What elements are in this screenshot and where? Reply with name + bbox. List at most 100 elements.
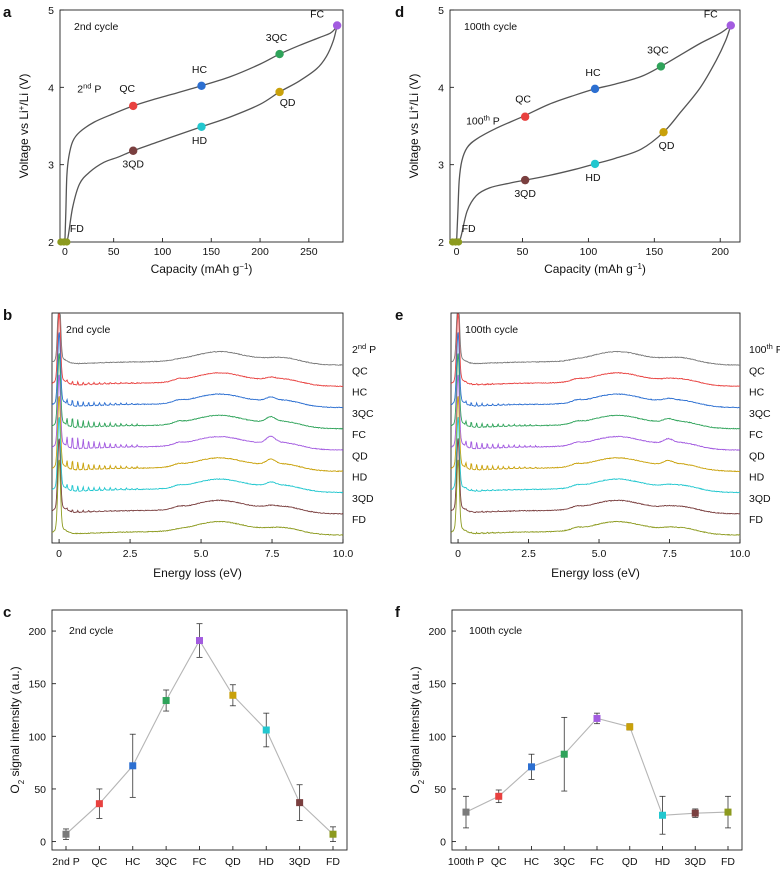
x-tick-label: FD xyxy=(326,856,340,868)
series-label-rest: P xyxy=(773,344,780,356)
series-label: 3QC xyxy=(749,408,771,420)
spectrum-100th-p xyxy=(450,313,740,366)
point-3qc xyxy=(275,49,284,59)
panel-letter-a: a xyxy=(3,4,12,21)
point-hd xyxy=(590,159,600,169)
series-label: FD xyxy=(352,514,366,526)
y-tick-label: 50 xyxy=(434,784,446,796)
y-tick-label: 0 xyxy=(440,837,446,849)
point-label: FC xyxy=(704,8,718,20)
y-tick-label: 2 xyxy=(48,237,54,249)
x-tick-label: FC xyxy=(590,856,604,868)
x-tick-label: 2.5 xyxy=(123,548,138,560)
series-label: 2nd P xyxy=(352,342,376,357)
series-label-main: 2 xyxy=(352,344,358,356)
y-axis-label-sup: + xyxy=(17,105,26,110)
y-tick-label: 3 xyxy=(48,160,54,172)
panel-letter-b: b xyxy=(3,307,12,324)
x-tick-label: 100th P xyxy=(448,856,484,868)
series-label-main: QC xyxy=(749,365,765,377)
x-tick-label: QD xyxy=(225,856,241,868)
x-tick-label: HD xyxy=(655,856,671,868)
y-axis-label-main: O xyxy=(8,784,22,793)
data-point xyxy=(495,792,503,800)
chart-title: 2nd cycle xyxy=(69,625,114,637)
series-line xyxy=(465,717,729,816)
y-tick-label: 100 xyxy=(428,731,446,743)
y-tick-label: 4 xyxy=(438,82,444,94)
data-point xyxy=(626,723,634,731)
panel-letter-f: f xyxy=(395,604,401,621)
panel-letter-c: c xyxy=(3,604,11,621)
x-tick-label: 50 xyxy=(517,246,529,258)
series-label: HD xyxy=(352,472,368,484)
series-label-main: FC xyxy=(749,429,763,441)
y-axis-label-end: signal intensity (a.u.) xyxy=(8,666,22,779)
y-axis-label-main: Voltage vs Li xyxy=(17,110,31,178)
pristine-label-rest: P xyxy=(490,115,500,127)
x-axis-label: Energy loss (eV) xyxy=(153,566,242,580)
x-tick-label: 3QD xyxy=(684,856,706,868)
chart-title: 100th cycle xyxy=(464,21,517,33)
data-point xyxy=(528,763,535,771)
data-point xyxy=(95,800,103,808)
data-point xyxy=(62,830,70,838)
data-point xyxy=(691,809,699,817)
series-label: QD xyxy=(352,450,368,462)
x-axis-label: Capacity (mAh g−1) xyxy=(151,262,253,277)
point-label: 3QD xyxy=(122,159,144,171)
y-axis-label: Voltage vs Li+/Li (V) xyxy=(407,74,422,179)
series-label: 3QD xyxy=(749,493,771,505)
data-point xyxy=(229,691,237,699)
series-label-main: QD xyxy=(749,450,765,462)
voltage-chart-100th-cycle: 0 50 100 150 200 2 3 4 5 Capacity (mAh g−1) Voltag… xyxy=(407,5,741,276)
x-tick-label: QC xyxy=(491,856,507,868)
series-label-main: FD xyxy=(749,514,763,526)
y-axis-label-main: O xyxy=(408,784,422,793)
y-axis-label-end: /Li (V) xyxy=(17,74,31,106)
plot-frame xyxy=(51,312,344,544)
point-label: HC xyxy=(192,64,208,76)
x-tick-label: 200 xyxy=(251,246,269,258)
o2-intensity-chart-100th-cycle: 0 50 100 150 200 100th P QC HC 3QC FC QD HD 3QD FD O2 … xyxy=(408,609,743,868)
y-tick-label: 100 xyxy=(28,731,46,743)
x-tick-label: 0 xyxy=(454,246,460,258)
x-tick-label: 100 xyxy=(154,246,172,258)
y-tick-label: 0 xyxy=(40,837,46,849)
spectrum-3qd xyxy=(450,438,741,515)
y-axis-label-sub: 2 xyxy=(417,779,426,784)
series-label-main: 3QD xyxy=(749,493,771,505)
x-tick-label: FD xyxy=(721,856,735,868)
panel-letter-e: e xyxy=(395,307,403,324)
pristine-label-sup: th xyxy=(484,113,490,122)
y-axis-label-sub: 2 xyxy=(17,779,26,784)
x-axis-label: Energy loss (eV) xyxy=(551,566,640,580)
discharge-curve xyxy=(64,25,338,243)
series-label-main: HC xyxy=(352,387,368,399)
point-label: HC xyxy=(585,67,601,79)
data-point xyxy=(329,830,337,838)
series-label: HC xyxy=(352,387,368,399)
panel-letter-d: d xyxy=(395,4,404,21)
series-label-main: FC xyxy=(352,429,366,441)
spectrum-hd xyxy=(51,417,344,494)
x-axis-label-end: ) xyxy=(642,262,646,276)
spectrum-hd xyxy=(450,416,741,494)
x-tick-label: 2.5 xyxy=(521,548,536,560)
series-label-sup: th xyxy=(767,342,773,351)
x-axis-label-main: Capacity (mAh g xyxy=(151,262,240,276)
spectrum-3qc xyxy=(51,353,344,430)
spectrum-3qc xyxy=(450,353,741,430)
point-hc xyxy=(590,84,600,94)
spectrum-qc xyxy=(450,313,741,387)
x-tick-label: HC xyxy=(524,856,540,868)
x-axis-label-end: ) xyxy=(248,262,252,276)
x-tick-label: 7.5 xyxy=(662,548,677,560)
x-tick-label: 10.0 xyxy=(333,548,354,560)
voltage-chart-2nd-cycle: 0 50 100 150 200 250 2 3 4 5 Capacity (mAh g−1) Vol… xyxy=(17,5,344,276)
data-point xyxy=(296,799,304,807)
eels-chart-100th-cycle: 0 2.5 5.0 7.5 10.0 Energy loss (eV) 100th cycl… xyxy=(450,312,780,580)
series-label-rest: P xyxy=(366,344,376,356)
series-label: FD xyxy=(749,514,763,526)
x-tick-label: 2nd P xyxy=(52,856,79,868)
